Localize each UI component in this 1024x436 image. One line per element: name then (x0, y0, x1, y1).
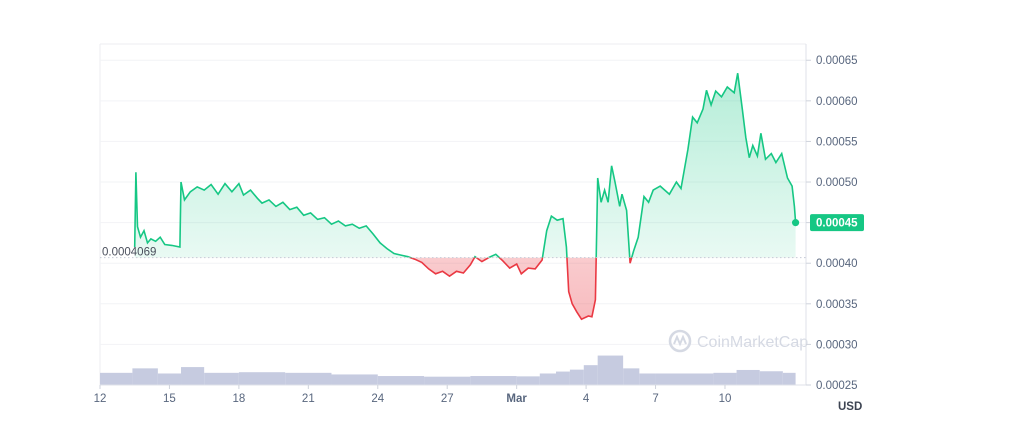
current-price-marker: 0.00045 (791, 214, 864, 232)
volume-bar (157, 373, 182, 385)
volume-bar (759, 371, 783, 385)
current-price-badge (810, 214, 864, 232)
volume-bar (204, 372, 239, 385)
volume-bar (713, 372, 737, 385)
x-tick-label: Mar (506, 393, 527, 405)
y-tick-label: 0.00055 (816, 136, 858, 148)
price-area-fill-down (410, 257, 632, 320)
x-tick-label: 24 (371, 393, 384, 405)
volume-bar (569, 369, 584, 385)
volume-bar (623, 368, 640, 385)
axes: 0.00025 0.00030 0.00035 0.00040 0.00045 0.000… (94, 44, 858, 405)
price-line-up (133, 73, 797, 258)
y-tick-label: 0.00060 (816, 96, 858, 108)
volume-bar (238, 372, 286, 385)
volume-bar (556, 371, 570, 385)
volume-bar (331, 374, 378, 385)
x-tick-label: 7 (652, 393, 658, 405)
x-tick-label: 15 (163, 393, 176, 405)
volume-bar (424, 376, 471, 385)
volume-bar (132, 368, 158, 385)
x-tick-label: 10 (719, 393, 732, 405)
current-price-dot (791, 219, 800, 227)
volume-bar (639, 373, 656, 385)
coinmarketcap-logo-icon (668, 329, 692, 353)
x-tick-label: 27 (441, 393, 454, 405)
y-tick-label: 0.00025 (816, 380, 858, 392)
volume-bars (100, 355, 796, 385)
volume-bar (655, 373, 714, 385)
watermark-text: CoinMarketCap (697, 334, 808, 351)
volume-bar (597, 355, 624, 385)
y-tick-label: 0.00035 (816, 299, 858, 311)
volume-bar (285, 372, 332, 385)
volume-bar (181, 367, 205, 385)
price-area-fill-up (134, 73, 796, 258)
currency-unit-label: USD (838, 401, 862, 413)
x-tick-label: 21 (302, 393, 315, 405)
volume-bar (377, 376, 425, 385)
volume-bar (736, 369, 760, 385)
y-tick-label: 0.00030 (816, 339, 858, 351)
price-area (133, 73, 797, 321)
x-tick-label: 18 (232, 393, 245, 405)
current-price-label: 0.00045 (816, 218, 858, 230)
y-tick-label: 0.00050 (816, 177, 858, 189)
y-tick-label: 0.00065 (816, 55, 858, 67)
y-tick-label: 0.00040 (816, 258, 858, 270)
volume-bar (782, 372, 796, 385)
price-line-down (408, 257, 633, 321)
volume-bar (516, 376, 540, 385)
reference-price-label: 0.0004069 (102, 247, 156, 259)
x-tick-label: 12 (94, 393, 107, 405)
volume-bar (470, 376, 517, 385)
volume-bar (583, 365, 598, 385)
watermark: CoinMarketCap (668, 329, 808, 353)
volume-bar (100, 372, 133, 385)
volume-bar (539, 373, 557, 385)
x-tick-label: 4 (583, 393, 590, 405)
